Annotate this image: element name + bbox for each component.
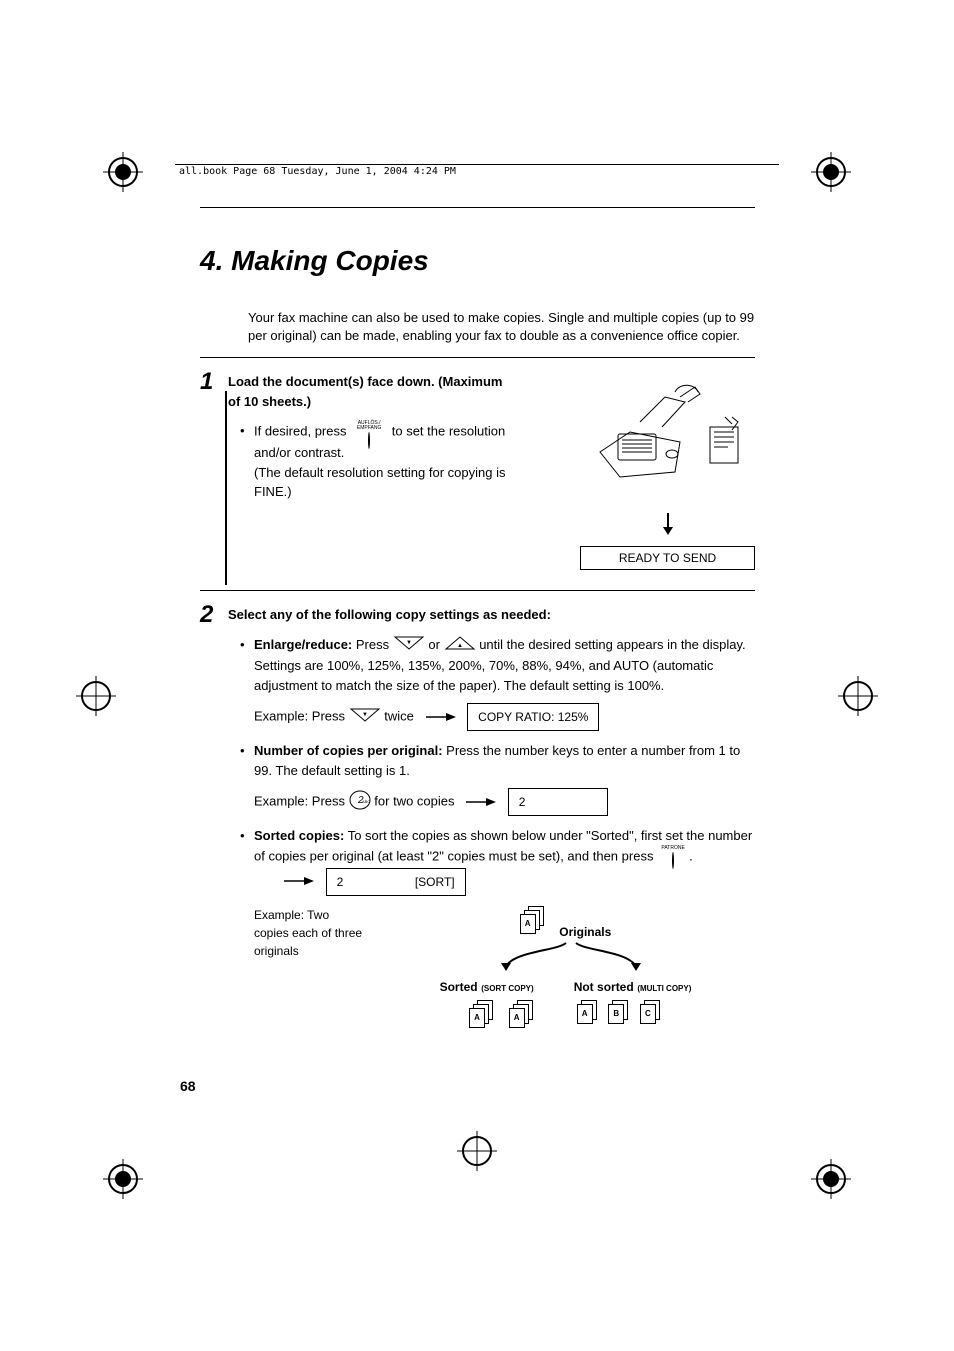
- resolution-button-icon: AUFLÖS./ EMPFANG: [350, 421, 388, 443]
- svg-text:▼: ▼: [406, 640, 412, 646]
- branch-arrows-icon: [376, 941, 755, 977]
- copies-example-prefix: Example: Press: [254, 794, 345, 809]
- notsorted-sub: (MULTI COPY): [637, 984, 691, 993]
- reg-mark-top-right: [811, 152, 851, 192]
- notsorted-label: Not sorted: [574, 980, 634, 994]
- arrow-right-icon: [284, 872, 314, 892]
- lcd-ready: READY TO SEND: [580, 546, 755, 570]
- sorted-title: Sorted copies:: [254, 828, 344, 843]
- down-key-icon: ▼: [349, 707, 381, 729]
- page-number: 68: [180, 1078, 196, 1094]
- bullet-icon: •: [240, 421, 254, 502]
- fax-illustration: READY TO SEND: [580, 372, 755, 570]
- step-2-number: 2: [200, 603, 228, 627]
- step-1-bullet-prefix: If desired, press: [254, 424, 347, 439]
- up-key-icon: ▲: [444, 635, 476, 657]
- separator-rule-2: [200, 590, 755, 591]
- patrone-button-icon: PATRONE: [657, 846, 689, 868]
- bullet-icon: •: [240, 826, 254, 896]
- bullet-icon: •: [240, 741, 254, 780]
- originals-label: Originals: [559, 925, 611, 939]
- reg-mark-bottom: [457, 1131, 497, 1171]
- reg-mark-left: [76, 676, 116, 716]
- svg-text:▲: ▲: [457, 643, 463, 649]
- page-top-rule: [200, 207, 755, 208]
- reg-mark-top-left: [103, 152, 143, 192]
- sorted-sub: (SORT COPY): [481, 984, 533, 993]
- down-key-icon: ▼: [393, 635, 425, 657]
- copies-title: Number of copies per original:: [254, 743, 443, 758]
- reg-mark-bottom-right: [811, 1159, 851, 1199]
- enlarge-title: Enlarge/reduce:: [254, 637, 352, 652]
- sorted-example-caption: Example: Two copies each of three origin…: [254, 906, 364, 960]
- originals-stack-icon: C B A: [520, 906, 548, 936]
- header-text: all.book Page 68 Tuesday, June 1, 2004 4…: [179, 166, 456, 177]
- step-1-label: Load the document(s) face down. (Maximum…: [228, 372, 518, 411]
- step-2-label: Select any of the following copy setting…: [228, 605, 755, 625]
- down-arrow-icon: [580, 513, 755, 540]
- lcd-sort-left: 2: [337, 873, 344, 891]
- chapter-title: 4. Making Copies: [200, 245, 755, 277]
- intro-paragraph: Your fax machine can also be used to mak…: [248, 309, 755, 345]
- enlarge-text-b: or: [428, 637, 440, 652]
- bullet-icon: •: [240, 635, 254, 696]
- number-2-key-icon: 2ABC: [349, 789, 371, 817]
- enlarge-example-prefix: Example: Press: [254, 709, 345, 724]
- step1-sidebar-bar: [225, 391, 227, 585]
- svg-text:ABC: ABC: [362, 799, 370, 804]
- lcd-sort-right: [SORT]: [415, 873, 455, 891]
- lcd-copies: 2: [508, 788, 608, 816]
- lcd-copy-ratio: COPY RATIO: 125%: [467, 703, 599, 731]
- arrow-right-icon: [466, 793, 496, 813]
- enlarge-example-suffix: twice: [384, 709, 414, 724]
- enlarge-text-a: Press: [356, 637, 389, 652]
- step-1-number: 1: [200, 370, 228, 394]
- header-rule: [175, 164, 779, 165]
- separator-rule-1: [200, 357, 755, 358]
- reg-mark-right: [838, 676, 878, 716]
- arrow-right-icon: [426, 708, 456, 728]
- notsorted-output-icon: A A B B C C: [577, 1000, 662, 1036]
- svg-text:▼: ▼: [362, 712, 368, 718]
- sorted-output-icon: C B A C B A: [469, 1000, 537, 1036]
- reg-mark-bottom-left: [103, 1159, 143, 1199]
- sorted-label: Sorted: [440, 980, 478, 994]
- step-1-paren: (The default resolution setting for copy…: [254, 463, 518, 502]
- copies-example-suffix: for two copies: [374, 794, 454, 809]
